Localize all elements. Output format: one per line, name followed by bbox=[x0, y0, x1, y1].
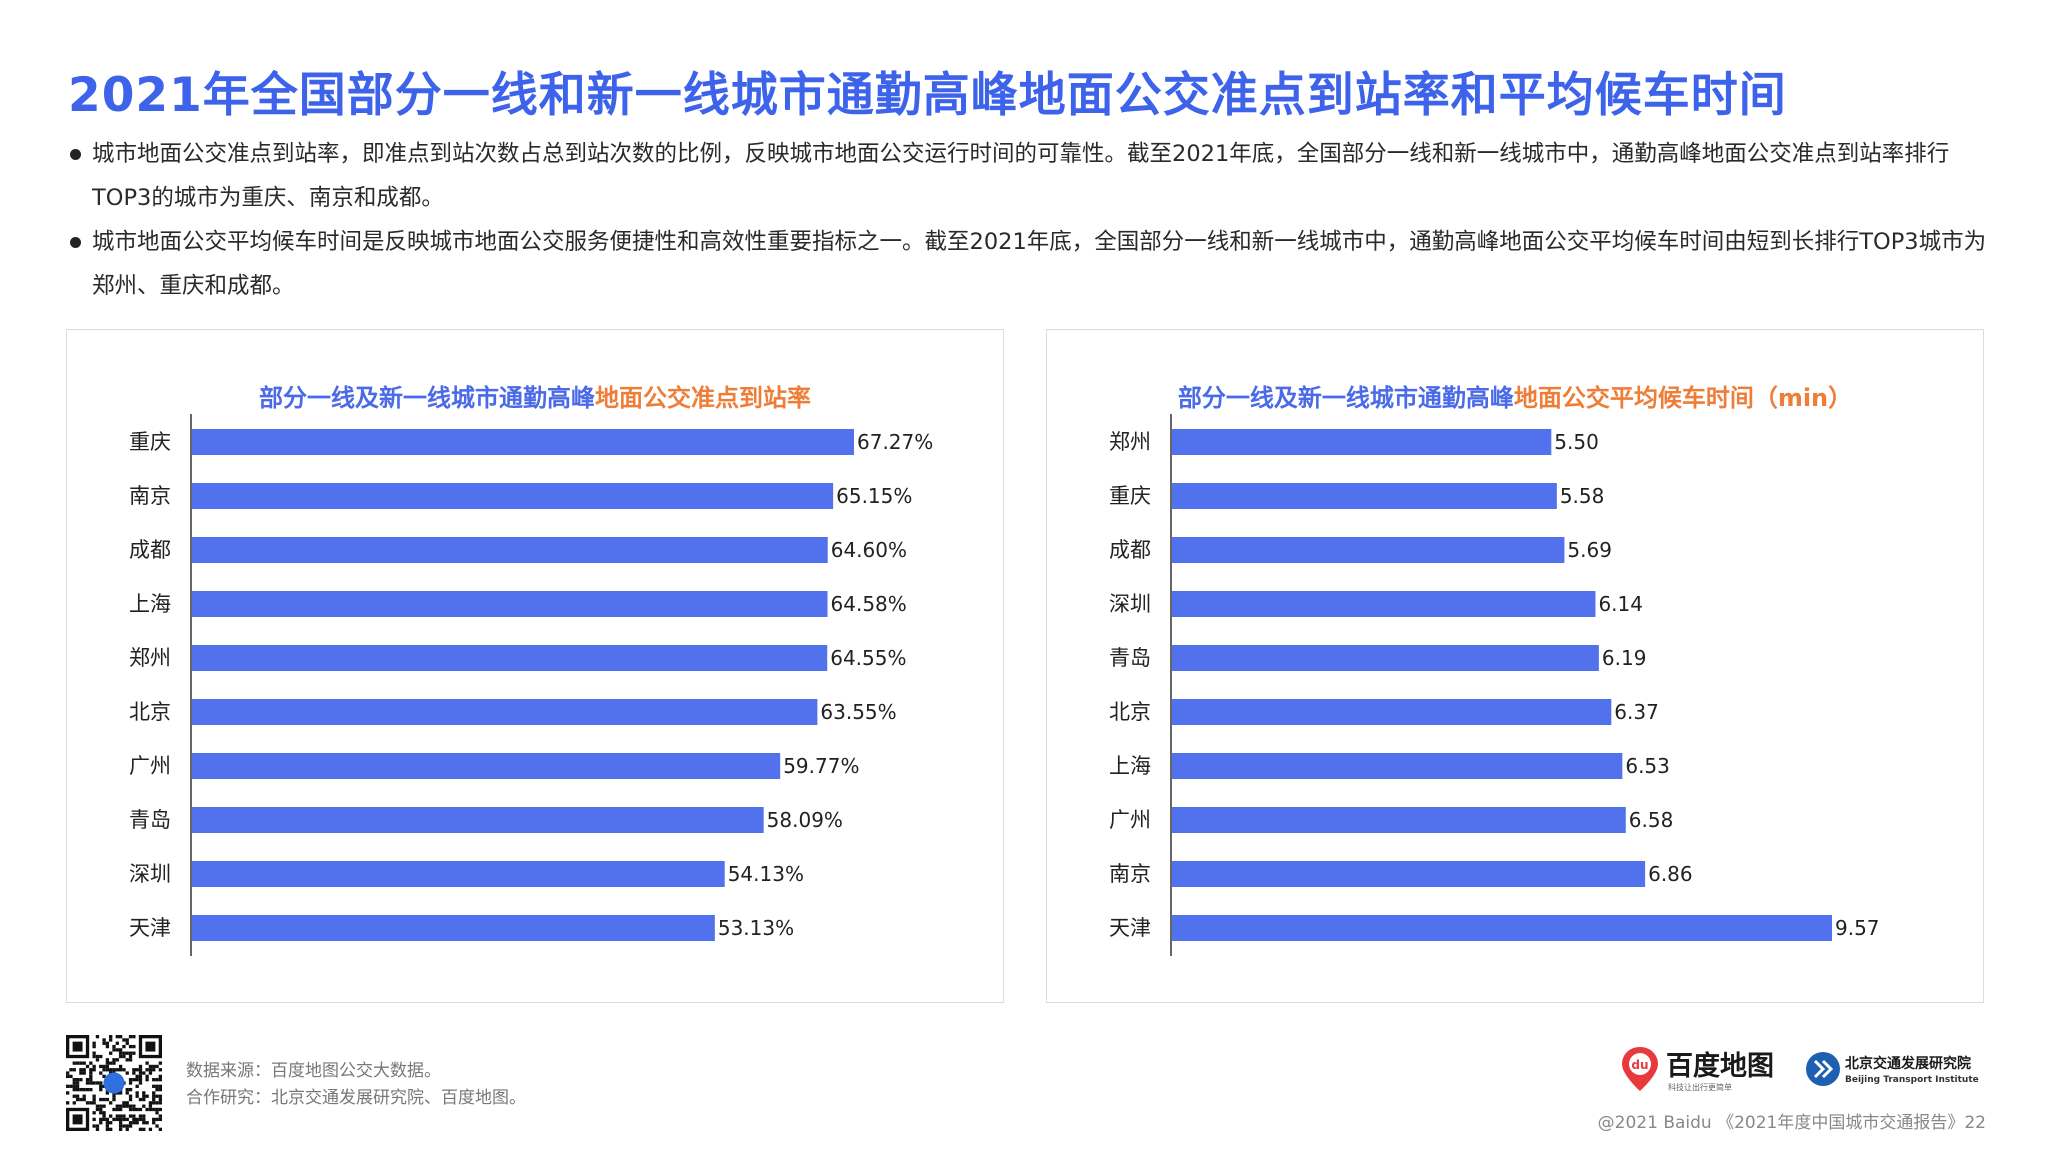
value-label: 5.58 bbox=[1560, 484, 1605, 508]
category-label: 重庆 bbox=[1109, 484, 1151, 508]
bar bbox=[1172, 861, 1646, 887]
value-label: 6.37 bbox=[1614, 700, 1659, 724]
baidu-slogan-text: 科技让出行更简单 bbox=[1668, 1082, 1732, 1092]
bullet-text: 城市地面公交准点到站率，即准点到站次数占总到站次数的比例，反映城市地面公交运行时… bbox=[92, 141, 1950, 211]
category-label: 天津 bbox=[1109, 916, 1151, 940]
bar bbox=[192, 915, 715, 941]
value-label: 6.53 bbox=[1625, 754, 1670, 778]
bullet-dot-icon bbox=[70, 149, 81, 160]
bar bbox=[192, 699, 818, 725]
value-label: 65.15% bbox=[836, 484, 912, 508]
bar bbox=[1172, 537, 1565, 563]
category-label: 南京 bbox=[1109, 862, 1151, 886]
value-label: 53.13% bbox=[718, 916, 794, 940]
bar-chart-punctuality: 重庆 67.27% 南京 65.15% 成都 64.60% 上海 64.58% 郑州 64.55%… bbox=[129, 414, 933, 956]
bar bbox=[1172, 753, 1623, 779]
bar bbox=[192, 645, 828, 671]
value-label: 6.86 bbox=[1648, 862, 1693, 886]
value-label: 6.19 bbox=[1602, 646, 1647, 670]
value-label: 67.27% bbox=[857, 430, 933, 454]
bti-logo-text: 北京交通发展研究院 bbox=[1845, 1055, 1971, 1072]
value-label: 5.50 bbox=[1554, 430, 1599, 454]
value-label: 63.55% bbox=[820, 700, 896, 724]
partner-text: 合作研究：北京交通发展研究院、百度地图。 bbox=[186, 1088, 526, 1108]
bullet-dot-icon bbox=[70, 237, 81, 248]
bar bbox=[1172, 483, 1557, 509]
category-label: 天津 bbox=[129, 916, 171, 940]
value-label: 9.57 bbox=[1835, 916, 1880, 940]
bar bbox=[192, 753, 781, 779]
chart-panel-punctuality: 部分一线及新一线城市通勤高峰地面公交准点到站率 重庆 67.27% 南京 65.15%… bbox=[66, 329, 1004, 1003]
value-label: 64.58% bbox=[831, 592, 907, 616]
value-label: 5.69 bbox=[1567, 538, 1612, 562]
bar bbox=[1172, 915, 1832, 941]
chart-title-part1: 部分一线及新一线城市通勤高峰 bbox=[259, 384, 595, 412]
category-label: 南京 bbox=[129, 484, 171, 508]
qr-code-icon bbox=[66, 1035, 162, 1131]
footer-source: 数据来源：百度地图公交大数据。 合作研究：北京交通发展研究院、百度地图。 bbox=[186, 1058, 526, 1112]
category-label: 青岛 bbox=[1109, 646, 1151, 670]
bar bbox=[192, 591, 828, 617]
value-label: 58.09% bbox=[767, 808, 843, 832]
category-label: 郑州 bbox=[1109, 430, 1151, 454]
bti-logo-en-text: Beijing Transport Institute bbox=[1845, 1075, 1979, 1085]
category-label: 北京 bbox=[129, 700, 171, 724]
chart-title: 部分一线及新一线城市通勤高峰地面公交准点到站率 bbox=[67, 378, 1003, 413]
bar bbox=[192, 483, 834, 509]
bar bbox=[192, 861, 725, 887]
chart-title-part2: 地面公交准点到站率 bbox=[595, 384, 811, 412]
bar bbox=[192, 807, 764, 833]
value-label: 59.77% bbox=[783, 754, 859, 778]
copyright-text: @2021 Baidu 《2021年度中国城市交通报告》22 bbox=[1597, 1113, 1986, 1133]
bullet-list: 城市地面公交准点到站率，即准点到站次数占总到站次数的比例，反映城市地面公交运行时… bbox=[68, 132, 2003, 308]
bar bbox=[1172, 429, 1552, 455]
value-label: 6.14 bbox=[1598, 592, 1643, 616]
page-title: 2021年全国部分一线和新一线城市通勤高峰地面公交准点到站率和平均候车时间 bbox=[68, 68, 1787, 123]
category-label: 北京 bbox=[1109, 700, 1151, 724]
bullet-item: 城市地面公交准点到站率，即准点到站次数占总到站次数的比例，反映城市地面公交运行时… bbox=[68, 132, 2003, 220]
category-label: 深圳 bbox=[1109, 592, 1151, 616]
bar bbox=[1172, 591, 1596, 617]
category-label: 成都 bbox=[129, 538, 171, 562]
chart-panel-wait-time: 部分一线及新一线城市通勤高峰地面公交平均候车时间（min） 郑州 5.50 重庆 5.… bbox=[1046, 329, 1984, 1003]
baidu-map-logo-icon: du 百度地图 科技让出行更简单 bbox=[1622, 1047, 1774, 1092]
category-label: 上海 bbox=[1109, 754, 1151, 778]
category-label: 成都 bbox=[1109, 538, 1151, 562]
chart-title: 部分一线及新一线城市通勤高峰地面公交平均候车时间（min） bbox=[1047, 378, 1983, 413]
baidu-mark-text: du bbox=[1631, 1058, 1648, 1072]
category-label: 重庆 bbox=[129, 430, 171, 454]
category-label: 郑州 bbox=[129, 646, 171, 670]
category-label: 深圳 bbox=[129, 862, 171, 886]
category-label: 广州 bbox=[129, 754, 171, 778]
value-label: 6.58 bbox=[1629, 808, 1674, 832]
data-source-text: 数据来源：百度地图公交大数据。 bbox=[186, 1061, 441, 1081]
bti-logo-icon: 北京交通发展研究院 Beijing Transport Institute bbox=[1806, 1052, 1979, 1086]
bar-chart-wait-time: 郑州 5.50 重庆 5.58 成都 5.69 深圳 6.14 青岛 6.19 北京 6.37 上海 6.… bbox=[1109, 414, 1880, 956]
category-label: 上海 bbox=[129, 592, 171, 616]
value-label: 64.55% bbox=[830, 646, 906, 670]
bullet-item: 城市地面公交平均候车时间是反映城市地面公交服务便捷性和高效性重要指标之一。截至2… bbox=[68, 220, 2003, 308]
chart-title-part1: 部分一线及新一线城市通勤高峰 bbox=[1177, 384, 1514, 412]
bar bbox=[1172, 699, 1612, 725]
value-label: 54.13% bbox=[728, 862, 804, 886]
value-label: 64.60% bbox=[831, 538, 907, 562]
bar bbox=[192, 429, 854, 455]
category-label: 广州 bbox=[1109, 808, 1151, 832]
bar bbox=[192, 537, 828, 563]
category-label: 青岛 bbox=[129, 808, 171, 832]
chart-title-part2: 地面公交平均候车时间（min） bbox=[1513, 384, 1853, 412]
baidu-logo-text: 百度地图 bbox=[1666, 1050, 1774, 1082]
bullet-text: 城市地面公交平均候车时间是反映城市地面公交服务便捷性和高效性重要指标之一。截至2… bbox=[92, 229, 1987, 299]
bar bbox=[1172, 807, 1626, 833]
bar bbox=[1172, 645, 1599, 671]
